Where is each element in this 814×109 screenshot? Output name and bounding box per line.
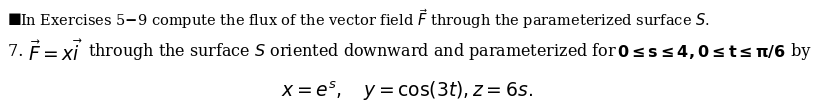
Text: In Exercises 5$\mathbf{-}$9 compute the flux of the vector field $\vec{F}$ throu: In Exercises 5$\mathbf{-}$9 compute the …	[20, 7, 710, 31]
Text: 7.: 7.	[8, 43, 28, 60]
Text: $\mathbf{0 \leq s \leq 4,0 \leq t \leq \pi/6}$: $\mathbf{0 \leq s \leq 4,0 \leq t \leq \…	[617, 43, 786, 61]
Text: $\vec{F} = x\vec{i}$: $\vec{F} = x\vec{i}$	[28, 39, 83, 65]
Text: by: by	[786, 43, 811, 60]
Text: $x = e^s,$$\quad$$y = \cos(3t), z = 6s.$: $x = e^s,$$\quad$$y = \cos(3t), z = 6s.$	[281, 79, 533, 103]
Text: ■: ■	[8, 12, 22, 26]
Text: through the surface $S$ oriented downward and parameterized for: through the surface $S$ oriented downwar…	[83, 42, 617, 62]
